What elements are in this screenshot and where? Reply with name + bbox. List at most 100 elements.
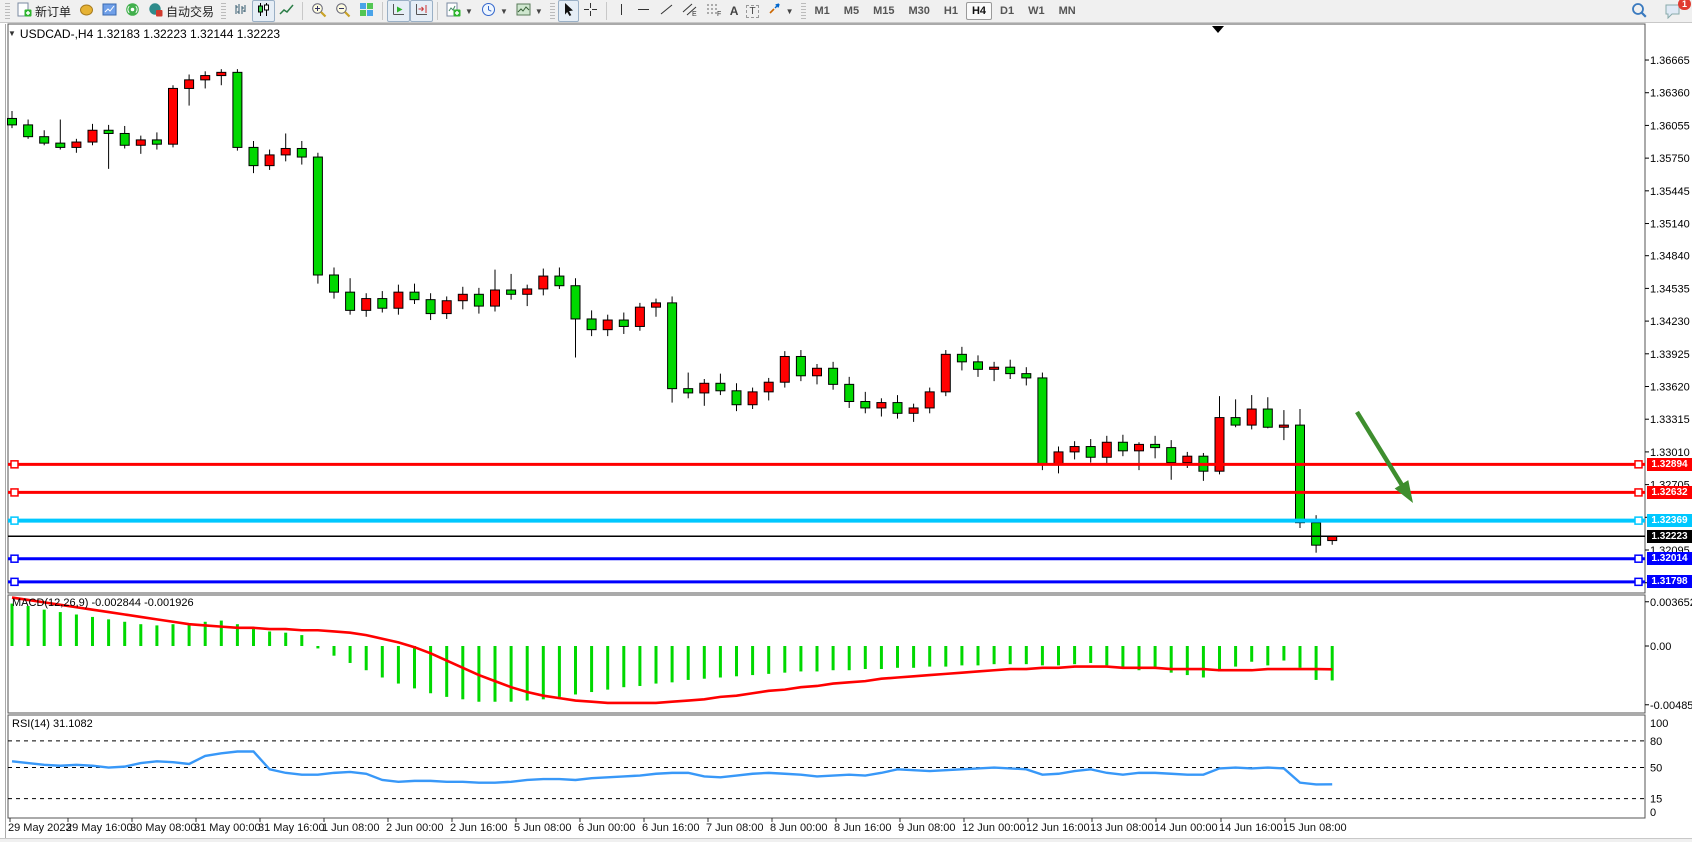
price-tick-label: 1.33925	[1650, 349, 1690, 361]
zoom-in-button[interactable]	[307, 0, 331, 22]
timeframe-button-M1[interactable]: M1	[814, 5, 830, 17]
macd-signal-line	[11, 596, 1333, 705]
price-tag-1.32369: 1.32369	[1647, 514, 1692, 528]
notification-badge: 1	[1677, 0, 1691, 10]
price-tick-label: 1.36055	[1650, 120, 1690, 132]
macd-tick-label: 0.003652	[1650, 597, 1692, 609]
toolbar-grip[interactable]	[800, 3, 806, 19]
line-chart-icon	[279, 2, 294, 20]
auto-scroll-icon	[391, 2, 406, 20]
hline-handle[interactable]	[10, 516, 19, 525]
vertical-line-icon	[615, 2, 628, 20]
text-label-button[interactable]: T	[742, 0, 762, 22]
hline-handle[interactable]	[1634, 577, 1643, 587]
timeframe-button-MN[interactable]: MN	[1058, 5, 1076, 17]
trendline-button[interactable]	[655, 0, 678, 22]
hline-handle[interactable]	[10, 460, 19, 469]
price-tag-1.32223: 1.32223	[1647, 529, 1692, 543]
date-label: 1 Jun 08:00	[322, 822, 380, 834]
price-tick-label: 1.36360	[1650, 88, 1690, 100]
trend-arrow-head[interactable]	[1394, 480, 1413, 503]
hline-handle[interactable]	[1634, 516, 1643, 525]
cursor-button[interactable]	[557, 0, 579, 22]
search-button[interactable]	[1627, 1, 1652, 23]
periods-button[interactable]: ▼	[477, 0, 512, 22]
chevron-down-icon: ▼	[534, 6, 543, 16]
timeframe-button-D1[interactable]: D1	[1000, 5, 1015, 17]
price-tag-1.31798: 1.31798	[1647, 575, 1692, 589]
chart-shift-marker[interactable]	[1212, 26, 1224, 33]
macd-tick-label: 0.00	[1650, 641, 1671, 653]
price-tick-label: 1.34535	[1650, 283, 1690, 295]
rsi-tick-label: 80	[1650, 736, 1662, 748]
indicators-button[interactable]: ▼	[442, 0, 477, 22]
toolbar-grip[interactable]	[549, 3, 555, 19]
text-button[interactable]: A	[726, 0, 743, 22]
text-icon: A	[729, 4, 739, 18]
fibonacci-button[interactable]: F	[702, 0, 726, 22]
arrow-objects-icon	[767, 2, 782, 20]
toolbar-grip[interactable]	[5, 3, 10, 19]
price-tag-1.32014: 1.32014	[1647, 552, 1692, 566]
toolbar-grip[interactable]	[221, 3, 227, 19]
market-watch-button[interactable]	[75, 0, 98, 22]
bar-chart-button[interactable]	[229, 0, 252, 22]
rsi-tick-label: 0	[1650, 807, 1656, 819]
date-label: 7 Jun 08:00	[706, 822, 764, 834]
notifications-button[interactable]: 1	[1660, 0, 1691, 23]
timeframe-button-W1[interactable]: W1	[1028, 5, 1045, 17]
horizontal-line-button[interactable]	[632, 0, 655, 22]
signals-icon	[125, 2, 140, 20]
auto-trading-icon	[148, 2, 163, 20]
cursor-icon	[562, 2, 575, 20]
zoom-in-icon	[311, 2, 327, 21]
price-tag-1.32894: 1.32894	[1647, 457, 1692, 471]
price-tick-label: 1.33010	[1650, 447, 1690, 459]
date-label: 31 May 16:00	[258, 822, 325, 834]
timeframe-button-M5[interactable]: M5	[843, 5, 860, 17]
date-label: 31 May 00:00	[194, 822, 261, 834]
vertical-line-button[interactable]	[611, 0, 632, 22]
trend-arrow[interactable]	[1355, 410, 1406, 489]
rsi-indicator-label: RSI(14) 31.1082	[12, 718, 93, 730]
crosshair-button[interactable]	[579, 0, 602, 22]
hline-handle[interactable]	[1634, 460, 1643, 469]
tile-windows-button[interactable]	[355, 0, 378, 22]
hline-handle[interactable]	[10, 554, 19, 563]
candles	[7, 69, 1338, 553]
price-tick-label: 1.34230	[1650, 316, 1690, 328]
price-tick-label: 1.35750	[1650, 153, 1690, 165]
hline-handle[interactable]	[10, 577, 19, 587]
timeframe-button-H4[interactable]: H4	[965, 2, 992, 20]
navigator-icon	[102, 2, 117, 20]
hline-handle[interactable]	[10, 488, 19, 497]
chart-shift-button[interactable]	[410, 0, 434, 22]
auto-trading-button[interactable]: 自动交易	[144, 0, 218, 22]
date-label: 8 Jun 16:00	[834, 822, 892, 834]
auto-scroll-button[interactable]	[387, 0, 411, 22]
toolbar: 新订单 自动交易 ▼ ▼ ▼ E F A T	[0, 0, 1692, 23]
candlestick-chart-button[interactable]	[252, 0, 276, 22]
templates-button[interactable]: ▼	[512, 0, 547, 22]
signals-button[interactable]	[121, 0, 144, 22]
navigator-button[interactable]	[98, 0, 121, 22]
candlestick-chart-icon	[256, 2, 271, 20]
timeframe-button-M30[interactable]: M30	[908, 5, 930, 17]
hline-handle[interactable]	[1634, 554, 1643, 563]
timeframe-button-M15[interactable]: M15	[873, 5, 895, 17]
hline-handle[interactable]	[1634, 488, 1643, 497]
price-tick-label: 1.35140	[1650, 219, 1690, 231]
horizontal-line-icon	[636, 2, 651, 20]
svg-text:F: F	[717, 11, 721, 17]
timeframe-button-H1[interactable]: H1	[943, 5, 958, 17]
equidistant-channel-button[interactable]: E	[678, 0, 702, 22]
zoom-out-button[interactable]	[331, 0, 355, 22]
new-order-icon	[17, 2, 32, 20]
line-chart-button[interactable]	[275, 0, 298, 22]
arrows-button[interactable]: ▼	[763, 0, 798, 22]
new-order-button[interactable]: 新订单	[13, 0, 75, 22]
collapse-triangle-icon[interactable]: ▼	[8, 29, 16, 38]
